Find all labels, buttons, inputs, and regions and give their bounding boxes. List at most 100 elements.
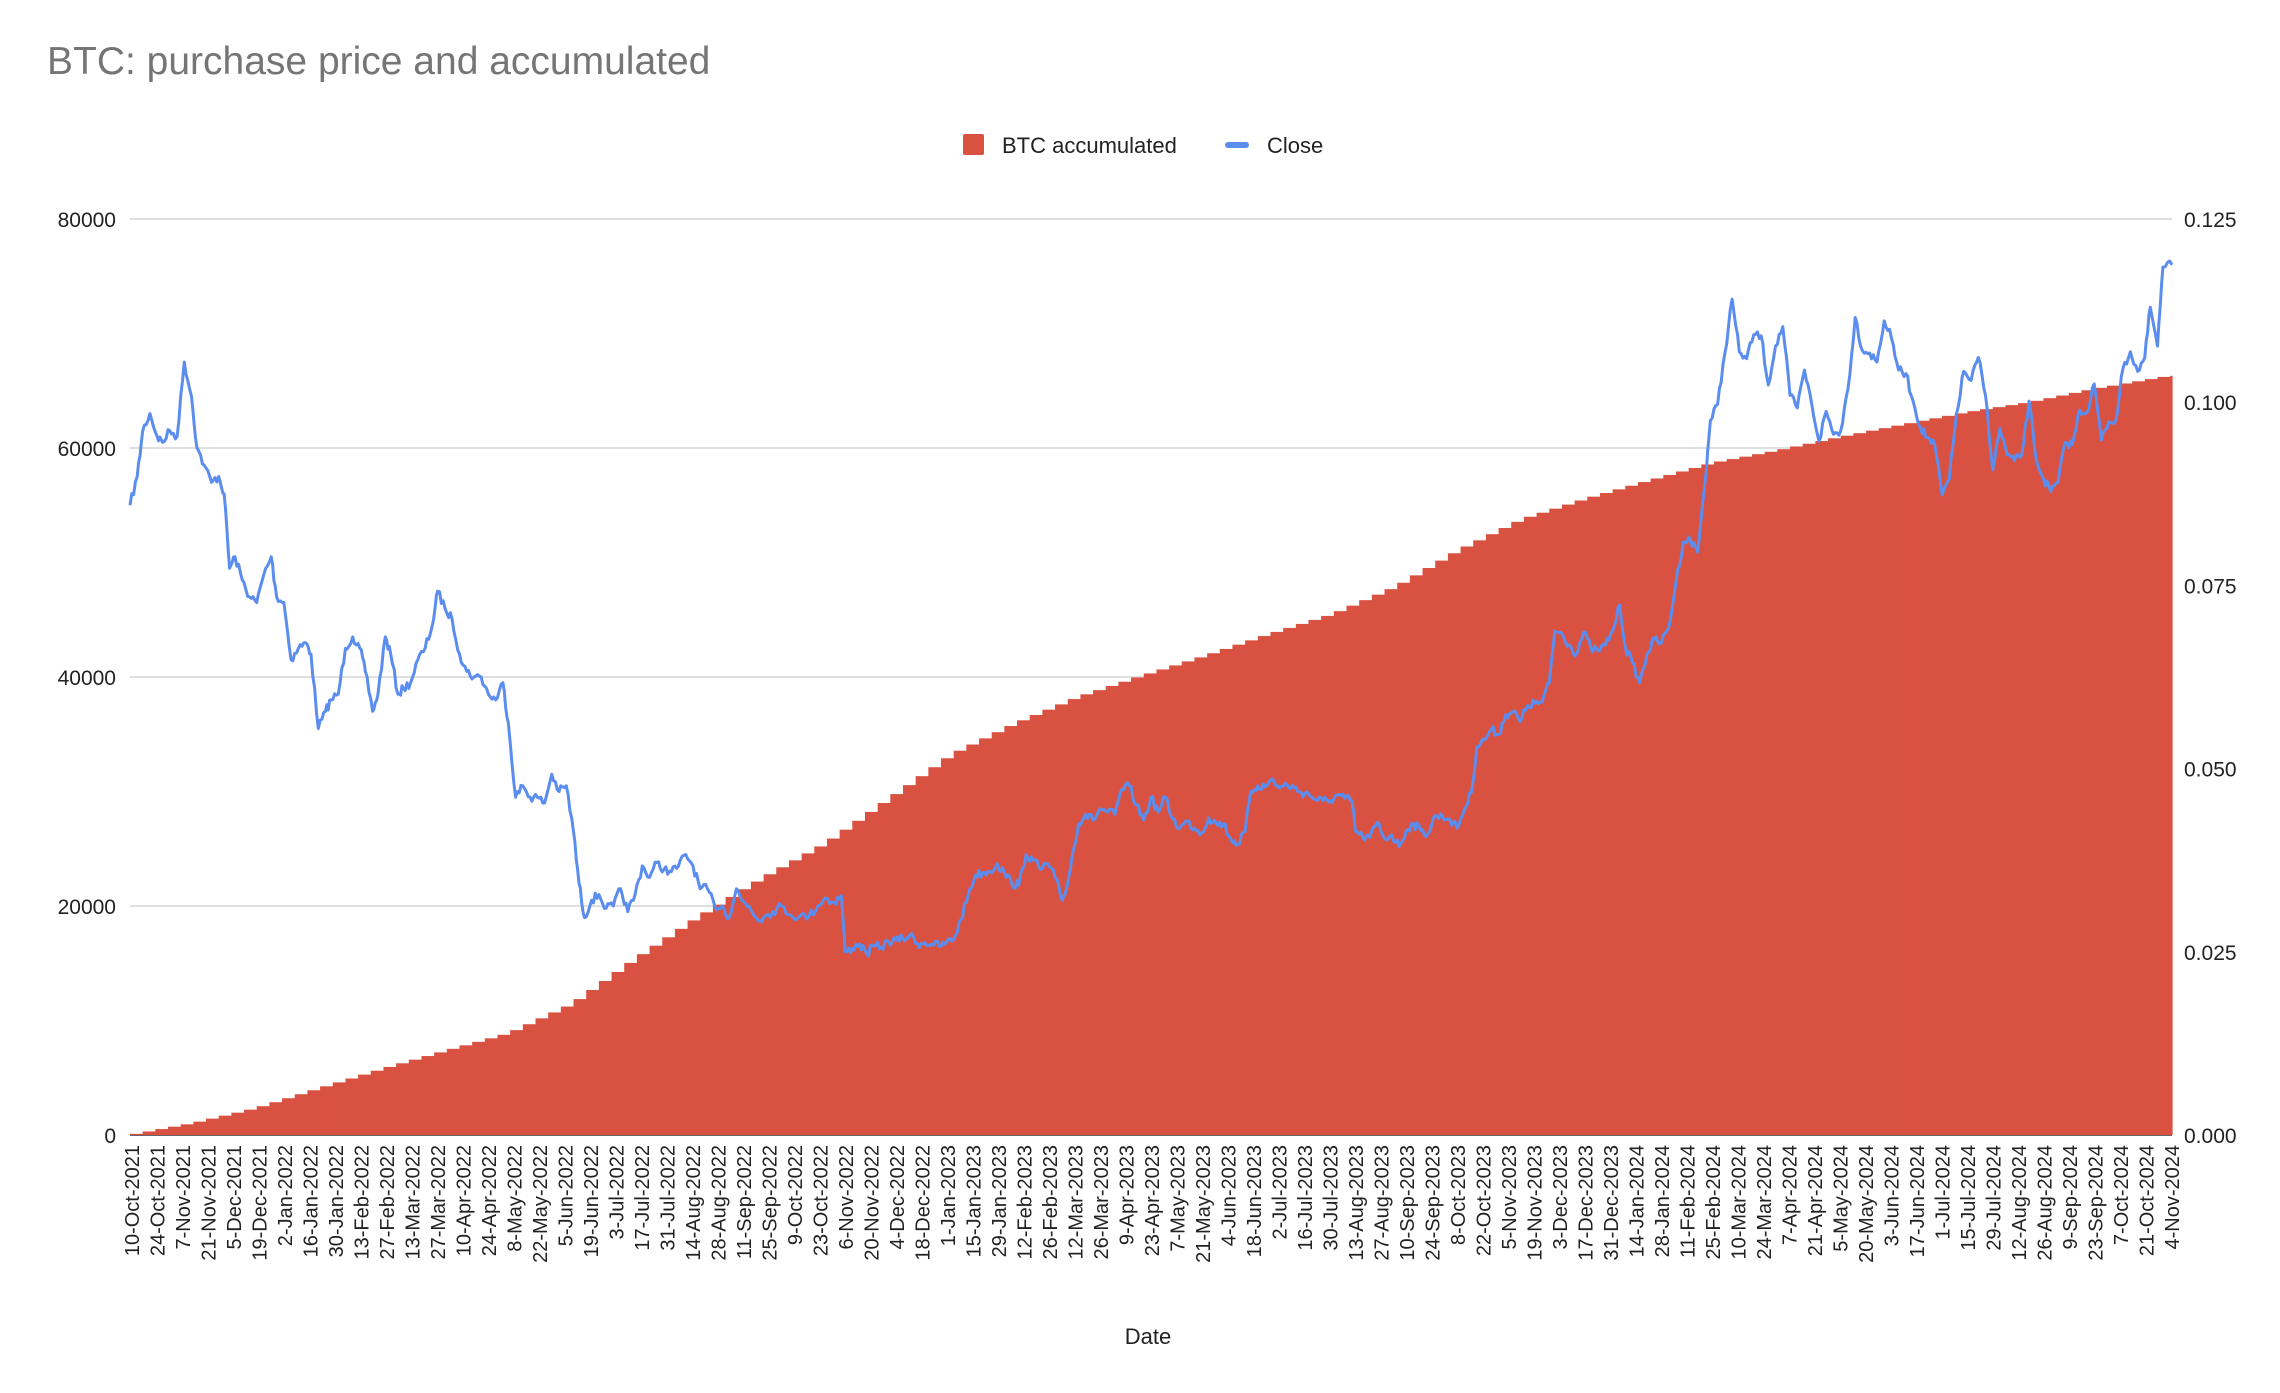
area-bar	[1587, 496, 1601, 1135]
area-bar	[1777, 449, 1791, 1135]
area-bar	[2157, 376, 2171, 1135]
area-bar	[1029, 714, 1043, 1135]
area-bar	[852, 820, 866, 1135]
area-bar	[1181, 661, 1196, 1135]
x-tick-label: 20-Nov-2022	[862, 1145, 884, 1261]
area-bar	[294, 1094, 309, 1135]
legend-swatch-close	[1225, 142, 1249, 148]
x-tick-label: 14-Aug-2022	[683, 1145, 705, 1261]
area-bar	[1574, 500, 1588, 1135]
x-tick-label: 21-Apr-2024	[1805, 1145, 1827, 1256]
area-bar	[1904, 423, 1918, 1135]
area-bar	[586, 990, 600, 1135]
x-tick-label: 25-Feb-2024	[1703, 1145, 1725, 1260]
y-right-tick-label: 0.050	[2184, 759, 2237, 782]
area-bar	[2005, 405, 2019, 1135]
x-tick-label: 17-Dec-2023	[1576, 1145, 1598, 1261]
area-bar	[2144, 379, 2159, 1136]
area-bar	[269, 1102, 283, 1135]
area-bar	[1017, 720, 1031, 1135]
x-tick-label: 9-Sep-2024	[2060, 1145, 2082, 1250]
area-bar	[1384, 589, 1398, 1135]
x-tick-label: 8-Oct-2023	[1448, 1145, 1470, 1245]
x-tick-label: 24-Apr-2022	[479, 1145, 501, 1256]
x-tick-label: 2-Jan-2022	[275, 1145, 297, 1246]
area-bar	[1093, 690, 1107, 1135]
x-tick-label: 26-Aug-2024	[2035, 1145, 2057, 1261]
x-tick-label: 9-Oct-2022	[785, 1145, 807, 1245]
area-bar	[1675, 471, 1690, 1135]
area-bar	[649, 945, 663, 1135]
area-bar	[1042, 709, 1056, 1135]
y-left-tick-label: 60000	[58, 438, 116, 461]
area-bar	[700, 912, 714, 1135]
area-bar	[1790, 446, 1804, 1136]
x-tick-label: 10-Oct-2021	[122, 1145, 144, 1256]
area-bar	[1891, 425, 1905, 1135]
x-tick-label: 4-Dec-2022	[887, 1145, 909, 1250]
x-tick-label: 18-Jun-2023	[1244, 1145, 1266, 1257]
area-bar	[1536, 512, 1550, 1135]
area-bar	[1866, 430, 1880, 1135]
area-bar	[573, 999, 587, 1135]
area-bar	[2132, 381, 2146, 1135]
area-bar	[2056, 395, 2070, 1135]
area-bar	[2018, 403, 2032, 1135]
x-tick-label: 22-Oct-2023	[1474, 1145, 1496, 1256]
area-bar	[421, 1056, 435, 1135]
x-tick-label: 20-May-2024	[1856, 1145, 1878, 1263]
area-bar	[839, 829, 853, 1135]
x-tick-label: 30-Jan-2022	[326, 1145, 348, 1257]
area-bar	[1219, 648, 1234, 1135]
area-bar	[1878, 428, 1892, 1135]
area-bar	[1840, 435, 1854, 1135]
area-bar	[2068, 392, 2083, 1135]
x-tick-label: 12-Mar-2023	[1066, 1145, 1088, 1260]
area-bar	[2043, 398, 2057, 1135]
area-bar	[1612, 489, 1626, 1135]
x-tick-label: 29-Jan-2023	[989, 1145, 1011, 1257]
x-tick-label: 27-Feb-2022	[377, 1145, 399, 1260]
area-bar	[687, 920, 701, 1135]
area-bar	[915, 776, 929, 1135]
area-bar	[890, 794, 904, 1135]
area-bar	[2170, 375, 2173, 1135]
area-bar	[2081, 390, 2095, 1135]
area-bar	[991, 732, 1005, 1135]
area-bar	[168, 1126, 182, 1135]
chart-title: BTC: purchase price and accumulated	[47, 40, 711, 83]
area-bar	[1726, 459, 1740, 1136]
area-bar	[1080, 694, 1094, 1135]
area-bar	[1764, 451, 1778, 1135]
area-bar	[801, 853, 815, 1135]
area-bar	[1992, 407, 2007, 1135]
close-line-path	[128, 259, 2174, 958]
legend-swatch-btc-accumulated	[963, 134, 984, 155]
area-bar	[826, 838, 841, 1135]
x-tick-label: 13-Aug-2023	[1346, 1145, 1368, 1261]
x-tick-label: 14-Jan-2024	[1627, 1145, 1649, 1257]
x-tick-label: 24-Mar-2024	[1754, 1145, 1776, 1260]
area-bar	[256, 1106, 270, 1135]
area-bar	[1802, 443, 1816, 1135]
area-bar	[1929, 418, 1943, 1135]
area-bar	[446, 1048, 461, 1135]
area-bar	[472, 1041, 486, 1135]
area-bar	[1245, 640, 1259, 1135]
area-bar	[130, 1133, 144, 1135]
area-bar	[776, 867, 790, 1135]
line-series-close	[128, 259, 2174, 958]
y-left-tick-label: 40000	[58, 667, 116, 690]
area-bar	[1207, 653, 1221, 1135]
area-bar	[1055, 704, 1069, 1135]
area-bar	[307, 1090, 321, 1135]
area-bar	[1980, 409, 1994, 1135]
x-tick-label: 10-Apr-2022	[454, 1145, 476, 1256]
area-bar	[231, 1112, 245, 1135]
x-tick-label: 4-Nov-2024	[2162, 1145, 2184, 1250]
x-tick-label: 15-Jan-2023	[964, 1145, 986, 1257]
x-tick-label: 18-Dec-2022	[913, 1145, 935, 1261]
x-tick-label: 16-Jan-2022	[301, 1145, 323, 1257]
